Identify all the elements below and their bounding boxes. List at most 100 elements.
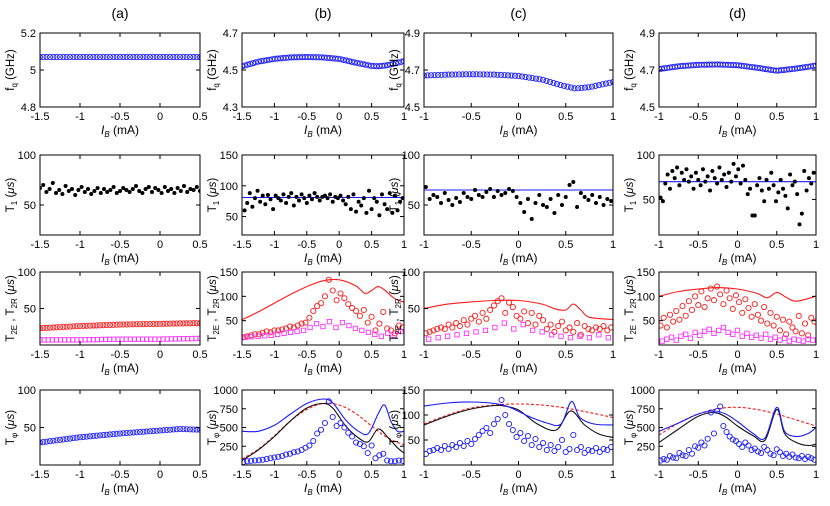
panel-b-T2-series-2-point-13	[326, 318, 333, 325]
panel-a-T2-ytick-label-0: 50	[24, 304, 36, 316]
panel-a-T2-series-0-point-46	[190, 320, 197, 327]
panel-a-fq-series-0-point-33	[146, 54, 154, 61]
panel-a-fq-series-0-point-12	[76, 54, 84, 61]
panel-d-T1: -1 -0.5 0 0.5 1 50 100 IB (mA) T1 (μs)	[624, 150, 819, 267]
panel-c-fq-series-0-point-6	[441, 71, 449, 78]
panel-d-T2-series-1-point-25	[736, 299, 743, 306]
panel-b-T1-series-1-point-56	[387, 191, 392, 196]
panel-d-T1-series-1-point-46	[766, 186, 771, 191]
panel-b-T1-ytick-label-2: 150	[220, 150, 238, 162]
panel-a-Tphi-series-0-point-20	[103, 431, 110, 438]
panel-a-fq-xtick-label-1: -1	[75, 111, 85, 123]
panel-d-T2-series-1-point-6	[676, 316, 683, 323]
panel-a-fq-series-0-point-25	[120, 54, 127, 61]
panel-d-T1-plot-area	[659, 161, 816, 227]
panel-d-T2-ytick-label-2: 150	[637, 267, 655, 279]
panel-b-T2-series-1-point-15	[298, 320, 305, 327]
panel-b-Tphi-series-3-point-7	[267, 455, 274, 462]
panel-a-Tphi-series-0-point-9	[66, 435, 74, 442]
panel-a-fq-series-0-point-7	[60, 54, 67, 61]
panel-d-fq-series-0-point-59	[812, 62, 816, 69]
panel-a-fq-series-0-point-1	[40, 54, 47, 61]
panel-a-T1-ylabel: T1 (μs)	[5, 178, 19, 213]
panel-c-T1-series-1-point-6	[446, 198, 451, 202]
panel-b-T2-series-2-point-12	[320, 323, 326, 330]
panel-c-fq-series-0-point-38	[553, 80, 561, 88]
panel-b-T2-series-1-point-17	[306, 314, 313, 321]
panel-c-fq-series-0-point-53	[606, 79, 613, 86]
panel-d-T2-series-1-point-4	[670, 318, 677, 325]
panel-b-Tphi-series-3-point-20	[318, 426, 325, 433]
panel-b-T2-series-1-point-20	[318, 300, 325, 307]
panel-a-Tphi-series-0-point-43	[180, 426, 187, 433]
panel-a-fq-series-0-point-20	[103, 54, 110, 61]
panel-c-T1-series-1-point-36	[559, 203, 564, 207]
panel-b-Tphi-series-3-point-12	[286, 450, 294, 457]
panel-b-T1-series-1-point-22	[299, 192, 304, 197]
panel-d-T1-series-1-point-65	[811, 170, 816, 175]
panel-c-T2-series-1-point-13	[471, 312, 479, 319]
panel-d-T2-ytick-label-0: 50	[643, 316, 655, 328]
panel-d-T2-xtick-label-2: 0	[734, 349, 740, 361]
column-title-2: (c)	[510, 5, 526, 21]
panel-c-Tphi-series-3-point-24	[513, 433, 520, 441]
panel-c-Tphi-series-3-point-19	[494, 415, 501, 423]
panel-d-T1-series-1-point-7	[675, 165, 680, 170]
panel-a-T1-series-0-point-12	[76, 188, 81, 192]
panel-b-T1-series-1-point-29	[317, 198, 322, 203]
panel-d-T2-series-1-point-45	[798, 330, 805, 337]
panel-d-fq-ylabel: fq (GHz)	[624, 49, 638, 91]
panel-c-Tphi-series-3-point-5	[441, 442, 448, 450]
panel-c-T2-series-1-point-8	[453, 320, 460, 327]
panel-a-T1-series-0-point-27	[124, 188, 129, 192]
panel-d-T1-series-1-point-44	[762, 199, 767, 204]
panel-c-Tphi-series-3-point-44	[589, 447, 596, 455]
panel-b-Tphi-xlabel: IB (mA)	[304, 481, 342, 497]
panel-b-T1-series-1-point-26	[309, 197, 314, 202]
panel-a-fq-series-0-point-5	[53, 54, 60, 61]
panel-c-T2-ytick-label-1: 100	[402, 267, 420, 279]
panel-c-fq-ytick-label-0: 4.5	[405, 102, 420, 114]
panel-b-Tphi-series-3-point-1	[244, 458, 251, 465]
panel-a-T1-series-0-point-20	[102, 187, 106, 191]
panel-c-Tphi-series-3-point-27	[524, 432, 532, 440]
panel-b-T1-series-1-point-23	[302, 196, 307, 201]
panel-a-fq-series-0-point-44	[183, 54, 190, 61]
panel-b-Tphi-series-3-point-27	[345, 429, 352, 436]
panel-c-fq-series-0-point-28	[518, 73, 526, 80]
panel-a-Tphi-series-0-point-5	[53, 437, 60, 444]
panel-b-T2-series-2-point-9	[300, 327, 307, 334]
panel-d-T2-series-1-point-15	[704, 295, 711, 302]
panel-c-T2-series-1-point-32	[543, 325, 550, 332]
panel-a-T2-series-0-point-7	[60, 323, 67, 330]
panel-c-T2-series-1-point-31	[540, 317, 547, 324]
panel-c-T1-series-1-point-46	[597, 195, 602, 199]
panel-c-T1-xtick-label-0: -1	[419, 239, 429, 251]
panel-c-fq-series-0-point-22	[497, 71, 505, 79]
panel-d-fq-xtick-label-3: 0.5	[769, 111, 784, 123]
panel-d-Tphi-series-3-point-35	[767, 450, 774, 457]
panel-d-Tphi-xtick-label-0: -1	[654, 469, 664, 481]
panel-c-T2-series-1-point-36	[558, 318, 566, 325]
panel-c-fq-series-0-point-17	[480, 71, 487, 78]
panel-a-fq-series-0-point-28	[130, 54, 137, 61]
panel-a-T1-series-0-point-4	[50, 181, 55, 185]
panel-c-Tphi-series-3-point-42	[581, 449, 588, 457]
panel-c-Tphi-series-3-point-37	[562, 448, 569, 456]
panel-b-T2-series-2-point-10	[307, 324, 313, 331]
panel-a-T1-series-0-point-23	[111, 185, 116, 189]
panel-a-T1-series-0-point-1	[41, 183, 46, 187]
panel-b-T2-xlabel: IB (mA)	[304, 361, 342, 377]
panel-a-T2-series-0-point-41	[173, 320, 180, 327]
panel-c-fq-series-0-point-8	[448, 71, 456, 78]
panel-b-T2-series-2-point-11	[313, 320, 320, 327]
panel-d-T1-series-1-point-45	[764, 177, 769, 182]
panel-c-Tphi-series-3-point-10	[460, 442, 467, 450]
panel-b-T1-series-1-point-19	[291, 203, 296, 208]
panel-c-Tphi-series-3-point-6	[445, 445, 452, 453]
panel-c-fq-series-0-point-4	[434, 71, 442, 79]
panel-d-T2-series-2-point-18	[744, 330, 750, 336]
panel-c-Tphi-ytick-label-2: 150	[402, 385, 420, 397]
panel-c-T2-series-1-point-28	[528, 309, 535, 316]
panel-a-Tphi-plot-area	[40, 425, 200, 446]
